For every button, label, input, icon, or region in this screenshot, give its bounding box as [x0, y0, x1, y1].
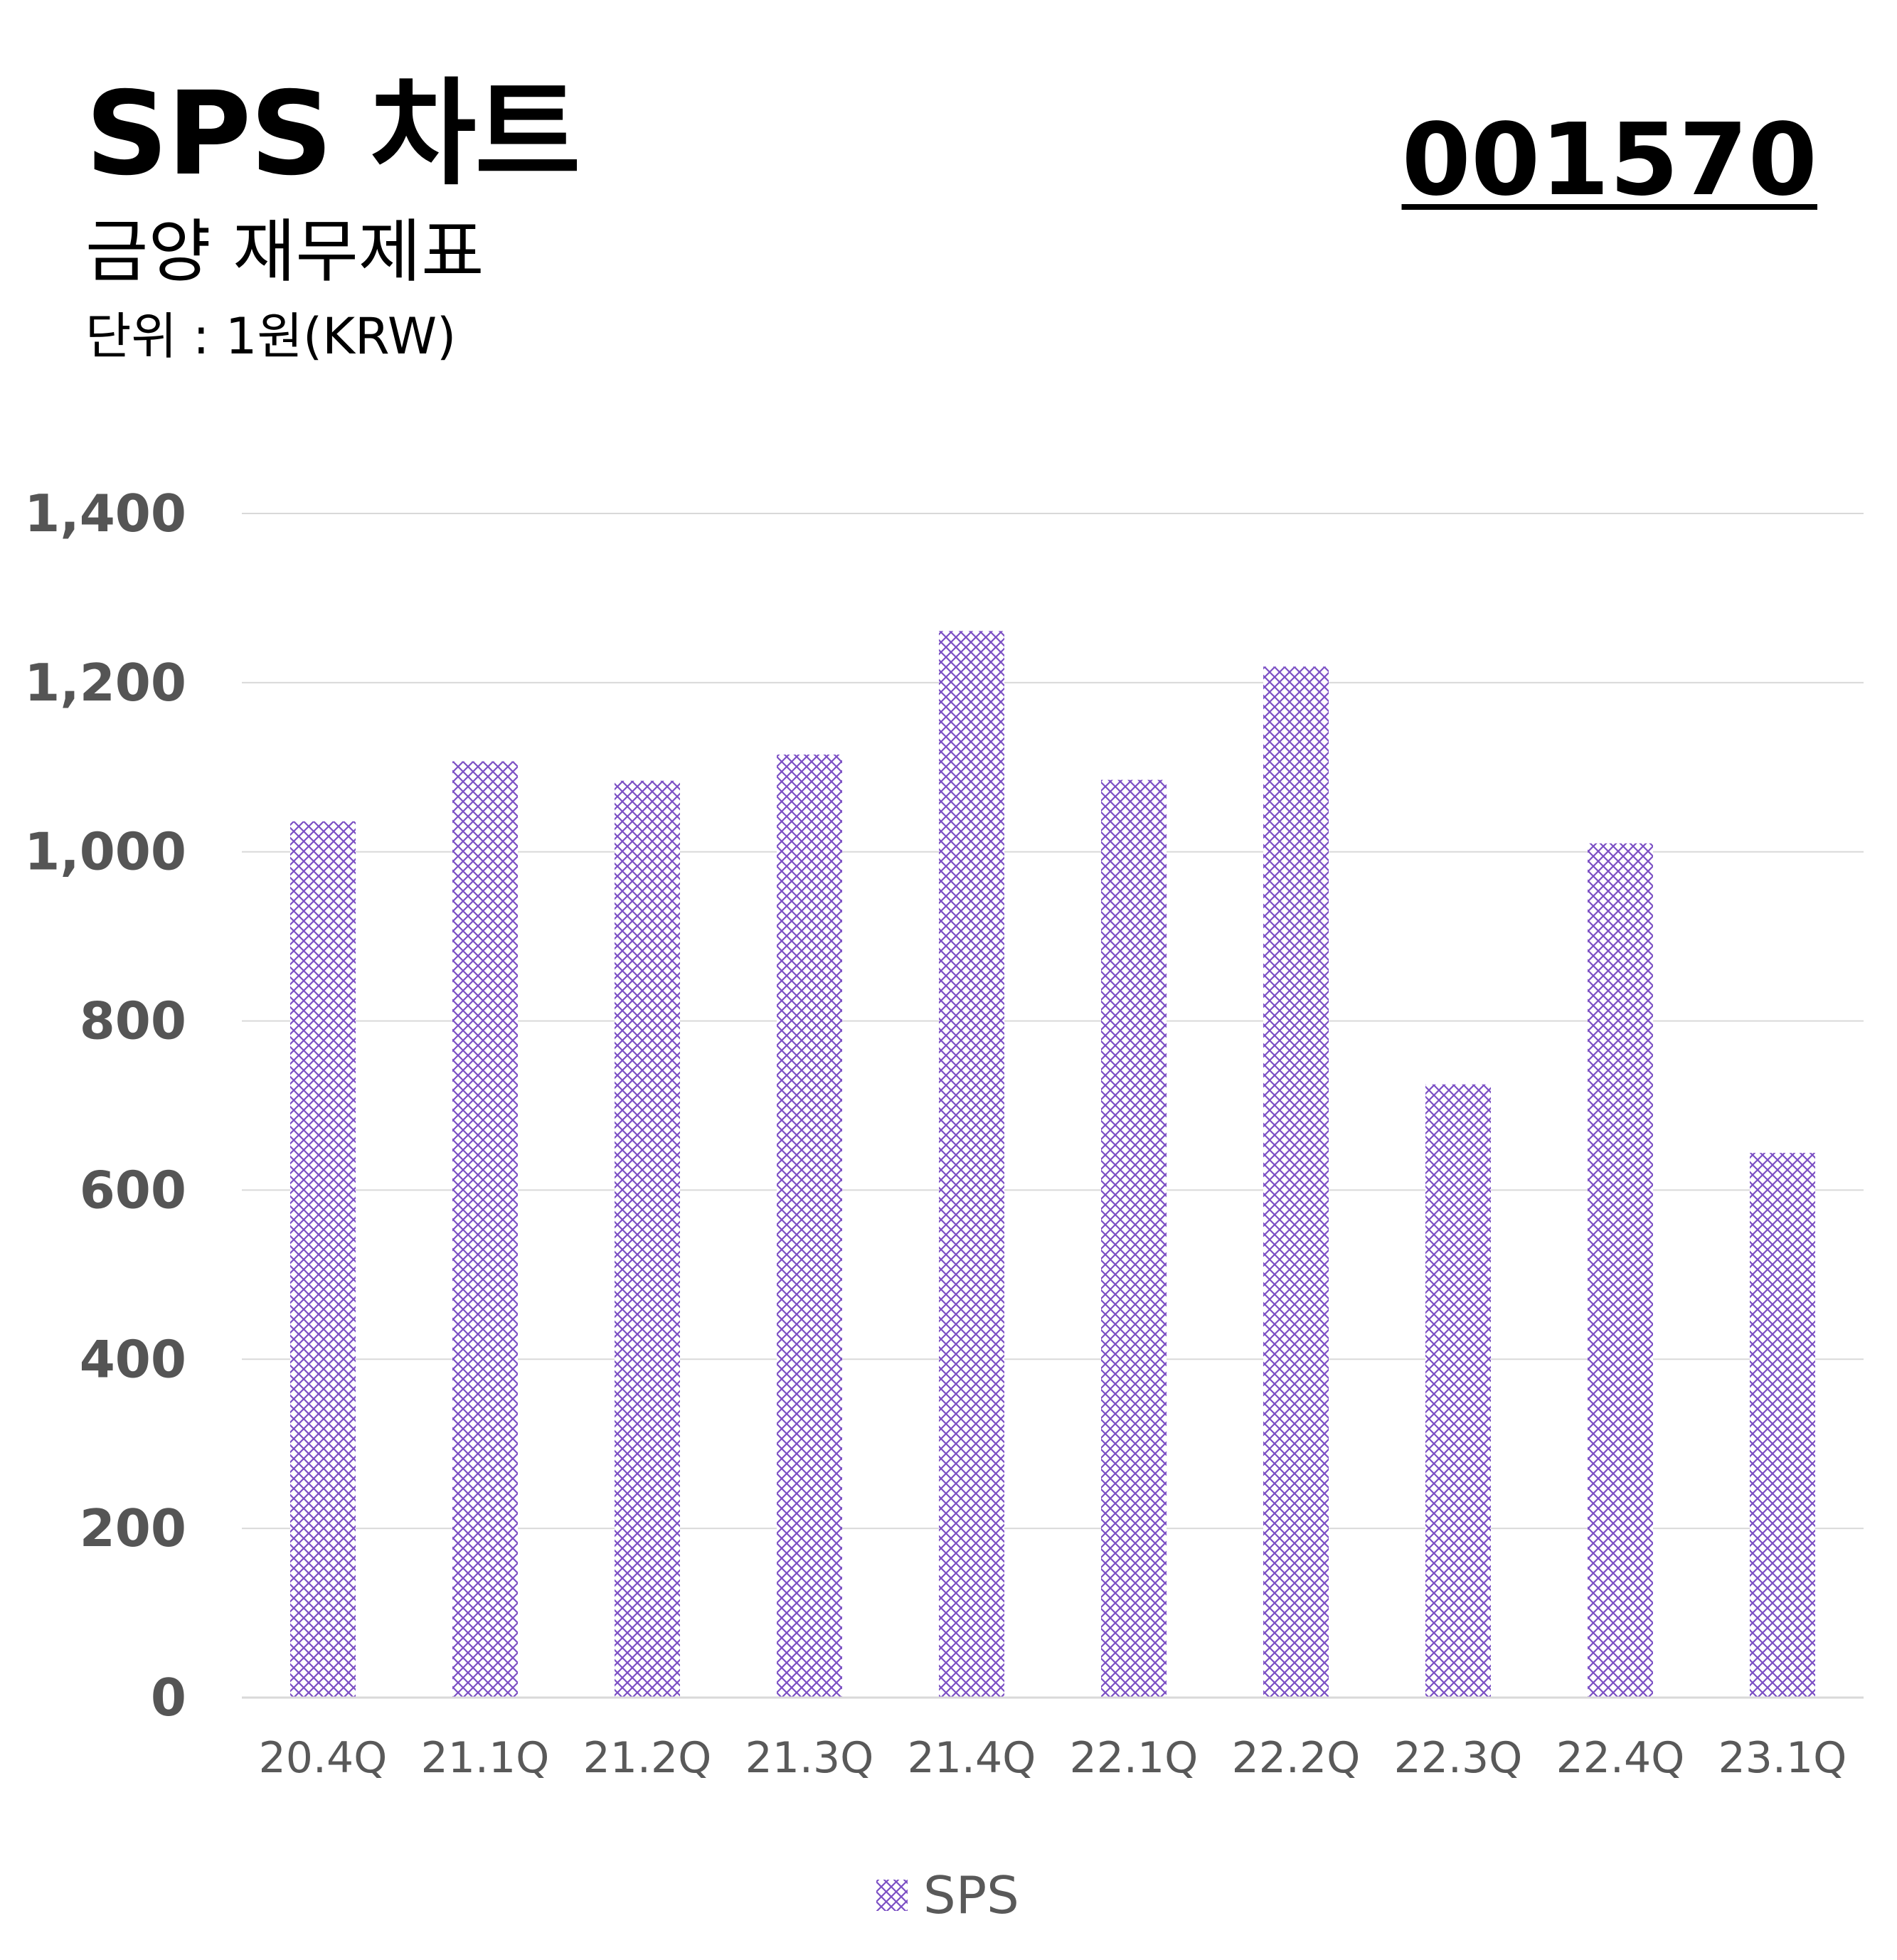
- x-tick-label: 21.4Q: [908, 1733, 1036, 1783]
- y-axis: 0 200 400 600 800 1,000 1,200 1,400: [24, 484, 186, 1727]
- x-tick-label: 22.3Q: [1394, 1733, 1523, 1783]
- y-tick-label: 400: [80, 1329, 186, 1389]
- y-tick-label: 1,200: [24, 653, 186, 713]
- bar-22.3Q: [1425, 1084, 1491, 1698]
- legend-swatch: [876, 1880, 908, 1911]
- x-tick-label: 21.1Q: [421, 1733, 550, 1783]
- x-tick-label: 21.3Q: [745, 1733, 874, 1783]
- x-axis: 20.4Q 21.1Q 21.2Q 21.3Q 21.4Q 22.1Q 22.2Q 22.3Q…: [259, 1733, 1847, 1783]
- unit-label: 단위 : 1원(KRW): [85, 307, 457, 366]
- legend-label: SPS: [923, 1865, 1019, 1925]
- y-tick-label: 1,000: [24, 822, 186, 882]
- bar-21.2Q: [615, 780, 680, 1698]
- legend: SPS: [876, 1865, 1019, 1925]
- x-tick-label: 23.1Q: [1718, 1733, 1847, 1783]
- y-tick-label: 200: [80, 1498, 186, 1558]
- stock-code: 001570: [1401, 102, 1817, 218]
- y-tick-label: 0: [151, 1668, 186, 1727]
- x-tick-label: 22.2Q: [1232, 1733, 1361, 1783]
- x-tick-label: 21.2Q: [583, 1733, 712, 1783]
- y-tick-label: 600: [80, 1160, 186, 1220]
- bar-20.4Q: [290, 821, 356, 1698]
- bar-23.1Q: [1750, 1153, 1815, 1698]
- bar-21.3Q: [777, 754, 842, 1698]
- x-tick-label: 22.4Q: [1556, 1733, 1685, 1783]
- y-tick-label: 1,400: [24, 484, 186, 543]
- bar-21.1Q: [452, 761, 518, 1698]
- x-tick-label: 20.4Q: [259, 1733, 388, 1783]
- bars: [242, 631, 1864, 1699]
- bar-22.1Q: [1101, 779, 1167, 1698]
- y-tick-label: 800: [80, 991, 186, 1051]
- chart-title: SPS 차트: [85, 68, 581, 201]
- bar-22.4Q: [1588, 843, 1653, 1698]
- bar-21.4Q: [939, 631, 1004, 1698]
- x-tick-label: 22.1Q: [1070, 1733, 1199, 1783]
- bar-22.2Q: [1263, 666, 1329, 1698]
- chart-subtitle: 금양 재무제표: [85, 212, 484, 292]
